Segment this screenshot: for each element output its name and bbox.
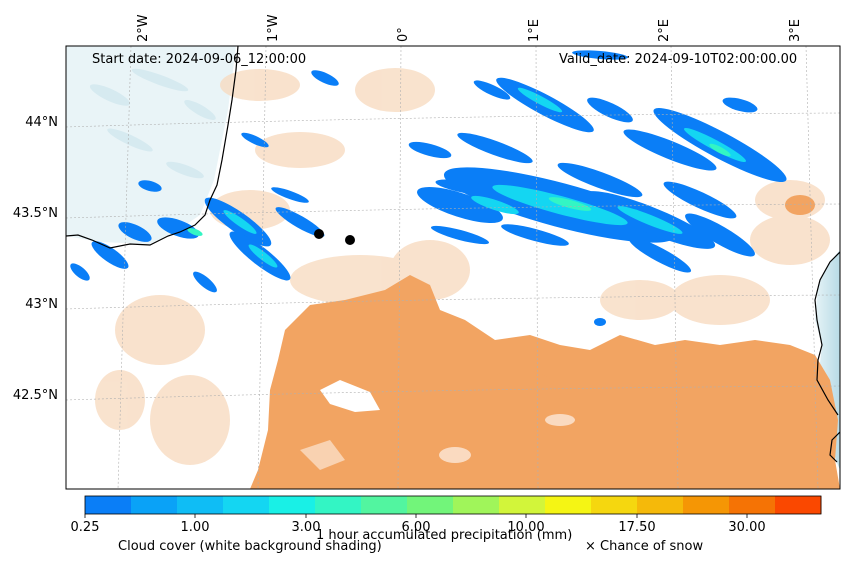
colorbar-segment xyxy=(131,496,178,514)
precipitation-colorbar xyxy=(84,495,822,518)
sea-cloud-streaks xyxy=(89,68,216,179)
colorbar-frame xyxy=(84,495,822,515)
colorbar-tick: 0.25 xyxy=(70,520,100,535)
colorbar-tick: 30.00 xyxy=(728,520,766,535)
snow-legend: × Chance of snow xyxy=(585,539,704,554)
colorbar-segment xyxy=(499,496,546,514)
colorbar-segment xyxy=(729,496,776,514)
coastlines xyxy=(66,46,840,463)
colorbar-segment xyxy=(85,496,132,514)
colorbar-segment xyxy=(269,496,316,514)
mediterranean-sea xyxy=(815,250,840,470)
colorbar-segment xyxy=(223,496,270,514)
colorbar-segment xyxy=(453,496,500,514)
colorbar-segment xyxy=(637,496,684,514)
valid-date-label: Valid_date: 2024-09-10T02:00:00.00 xyxy=(559,52,798,67)
colorbar-tick: 3.00 xyxy=(291,520,321,535)
precipitation-bands xyxy=(70,50,787,326)
cloud-cover-legend: Cloud cover (white background shading) xyxy=(118,539,382,554)
map-area xyxy=(66,46,840,489)
colorbar-segment xyxy=(775,496,822,514)
colorbar-tick: 10.00 xyxy=(507,520,545,535)
cloud-cover-patches xyxy=(480,195,815,420)
lon-label-1e: 1°E xyxy=(527,19,542,42)
colorbar-segment xyxy=(591,496,638,514)
lon-label-2w: 2°W xyxy=(136,14,151,42)
colorbar-segment xyxy=(315,496,362,514)
colorbar-tick: 6.00 xyxy=(401,520,431,535)
mediterranean-coast xyxy=(814,251,840,416)
lat-label-43n: 43°N xyxy=(25,297,58,312)
atlantic-coast xyxy=(66,46,239,249)
lon-label-2e: 2°E xyxy=(657,19,672,42)
lat-label-43-5n: 43.5°N xyxy=(12,206,58,221)
start-date-label: Start date: 2024-09-06_12:00:00 xyxy=(92,52,307,67)
cloud-gaps xyxy=(300,380,575,470)
station-point xyxy=(314,229,324,239)
gridlines xyxy=(66,46,840,489)
colorbar-segment xyxy=(407,496,454,514)
station-points xyxy=(314,229,355,245)
precip-colorbar-title: 1 hour accumulated precipitation (mm) xyxy=(316,528,573,543)
lon-label-3e: 3°E xyxy=(788,19,803,42)
station-point xyxy=(345,235,355,245)
mediterranean-coast-south xyxy=(829,431,840,463)
map-frame xyxy=(65,45,841,490)
colorbar-tick: 17.50 xyxy=(618,520,656,535)
lat-label-44n: 44°N xyxy=(25,115,58,130)
colorbar-segment xyxy=(177,496,224,514)
lon-label-0: 0° xyxy=(396,27,411,42)
colorbar-tick: 1.00 xyxy=(180,520,210,535)
colorbar-segment xyxy=(361,496,408,514)
lat-label-42-5n: 42.5°N xyxy=(12,388,58,403)
colorbar-segment xyxy=(545,496,592,514)
colorbar-segment xyxy=(683,496,730,514)
lon-label-1w: 1°W xyxy=(266,14,281,42)
